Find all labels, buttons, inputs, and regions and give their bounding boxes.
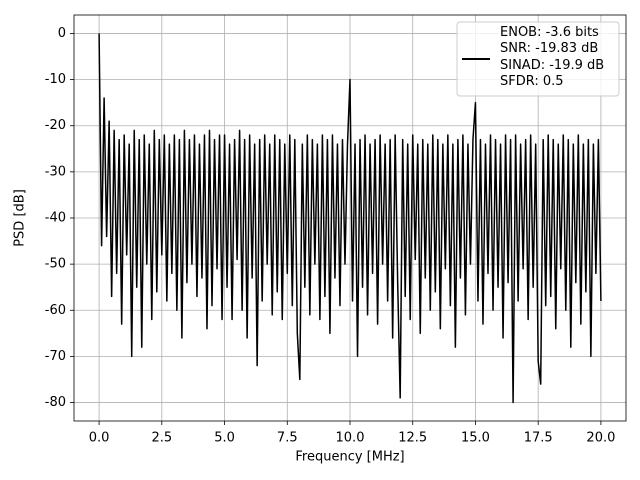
x-tick-label: 7.5 bbox=[277, 431, 298, 446]
x-tick-label: 0.0 bbox=[89, 431, 110, 446]
y-tick-label: -70 bbox=[45, 349, 66, 364]
psd-line bbox=[98, 33, 602, 404]
x-tick-label: 2.5 bbox=[151, 431, 172, 446]
y-tick-label: -60 bbox=[45, 303, 66, 318]
y-tick-label: -20 bbox=[45, 118, 66, 133]
legend-text-box: ENOB: -3.6 bits SNR: -19.83 dB SINAD: -1… bbox=[500, 25, 605, 90]
y-tick-label: -50 bbox=[45, 257, 66, 272]
x-tick-label: 15.0 bbox=[461, 431, 490, 446]
y-axis-label: PSD [dB] bbox=[13, 189, 28, 247]
x-tick-label: 10.0 bbox=[336, 431, 365, 446]
y-tick-label: -40 bbox=[45, 211, 66, 226]
x-tick-label: 12.5 bbox=[398, 431, 427, 446]
legend-box bbox=[456, 21, 620, 97]
x-tick-label: 20.0 bbox=[586, 431, 615, 446]
x-axis-label: Frequency [MHz] bbox=[295, 450, 404, 465]
legend-label: ENOB: -3.6 bits SNR: -19.83 dB SINAD: -1… bbox=[500, 25, 605, 90]
y-tick-label: -10 bbox=[45, 72, 66, 87]
x-tick-label: 5.0 bbox=[214, 431, 235, 446]
legend: ENOB: -3.6 bits SNR: -19.83 dB SINAD: -1… bbox=[456, 21, 620, 97]
y-tick-label: 0 bbox=[58, 26, 66, 41]
x-tick-label: 17.5 bbox=[524, 431, 553, 446]
y-tick-label: -80 bbox=[45, 395, 66, 410]
y-tick-label: -30 bbox=[45, 164, 66, 179]
plot bbox=[98, 33, 602, 404]
